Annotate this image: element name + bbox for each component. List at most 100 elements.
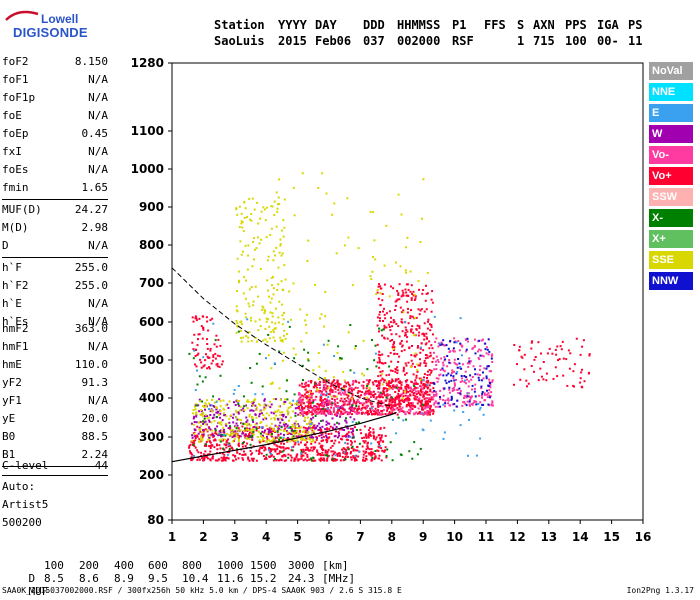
echo-point [235,422,238,425]
echo-point [233,435,236,438]
echo-point [402,366,405,369]
echo-point [302,386,305,389]
echo-point [229,429,232,432]
echo-point [456,366,459,369]
echo-point [423,411,426,414]
echo-point [258,352,261,355]
echo-point [401,330,404,333]
echo-point [191,441,194,444]
echo-point [311,427,314,429]
echo-point [474,368,476,371]
echo-point [300,441,302,444]
echo-point [205,423,208,426]
echo-point [306,411,309,414]
echo-points [188,172,591,462]
echo-point [483,392,486,395]
echo-point [304,429,307,432]
echo-point [531,340,534,343]
echo-point [255,247,258,250]
echo-point [237,412,240,415]
echo-point [263,309,266,312]
echo-point [491,400,494,403]
echo-point [404,413,407,415]
echo-point [405,391,408,394]
echo-point [272,250,275,253]
echo-point [206,457,209,460]
param-value: 88.5 [81,430,109,443]
echo-point [352,435,355,438]
legend-item: E [649,104,693,122]
echo-point [311,401,314,404]
param-row: foEp 0.45 [2,127,108,141]
echo-point [220,421,223,424]
echo-point [469,399,471,401]
param-value: N/A [88,297,108,310]
echo-point [213,446,216,449]
echo-point [381,396,384,399]
echo-point [556,375,559,378]
echo-point [228,447,231,450]
echo-point [443,387,446,390]
echo-point [387,407,390,409]
echo-point [197,352,200,355]
echo-point [334,451,336,454]
echo-point [426,384,429,386]
echo-point [432,403,435,406]
echo-point [279,398,282,401]
echo-point [428,373,431,376]
echo-point [347,392,350,395]
echo-point [278,251,281,254]
echo-point [326,385,329,388]
echo-point [278,450,281,453]
echo-point [364,407,367,410]
echo-point [237,330,240,333]
echo-point [331,417,334,420]
echo-point [207,426,210,429]
y-tick-label: 1280 [131,56,164,70]
echo-point [394,370,397,373]
separator [2,199,108,200]
echo-point [440,341,443,344]
echo-point [271,381,274,384]
echo-point [350,447,353,449]
echo-point [337,385,340,388]
echo-point [363,425,366,428]
echo-point [319,395,322,398]
echo-point [325,192,328,195]
echo-point [347,446,350,449]
echo-point [329,446,332,449]
echo-point [530,365,533,367]
echo-point [463,394,466,397]
echo-point [346,403,349,406]
echo-point [356,449,359,452]
echo-point [414,352,417,355]
echo-point [239,429,242,432]
echo-point [200,325,203,328]
echo-point [223,408,226,411]
echo-point [555,353,558,356]
echo-point [364,451,367,454]
echo-point [346,438,349,441]
echo-point [196,344,199,347]
echo-point [420,385,423,388]
param-label: foE [2,109,22,122]
echo-point [234,409,237,412]
distance-value: 3000 [288,559,315,572]
echo-point [431,360,434,363]
echo-point [267,255,270,258]
echo-point [456,399,459,402]
echo-point [265,456,267,459]
echo-point [363,393,366,396]
echo-point [295,420,298,423]
echo-point [249,436,252,438]
echo-point [333,398,336,401]
echo-point [480,385,483,388]
echo-point [209,319,212,322]
echo-point [362,459,365,462]
header-value-pps: 100 [565,34,587,48]
echo-point [269,234,272,236]
echo-point [482,355,485,358]
echo-point [519,378,522,381]
